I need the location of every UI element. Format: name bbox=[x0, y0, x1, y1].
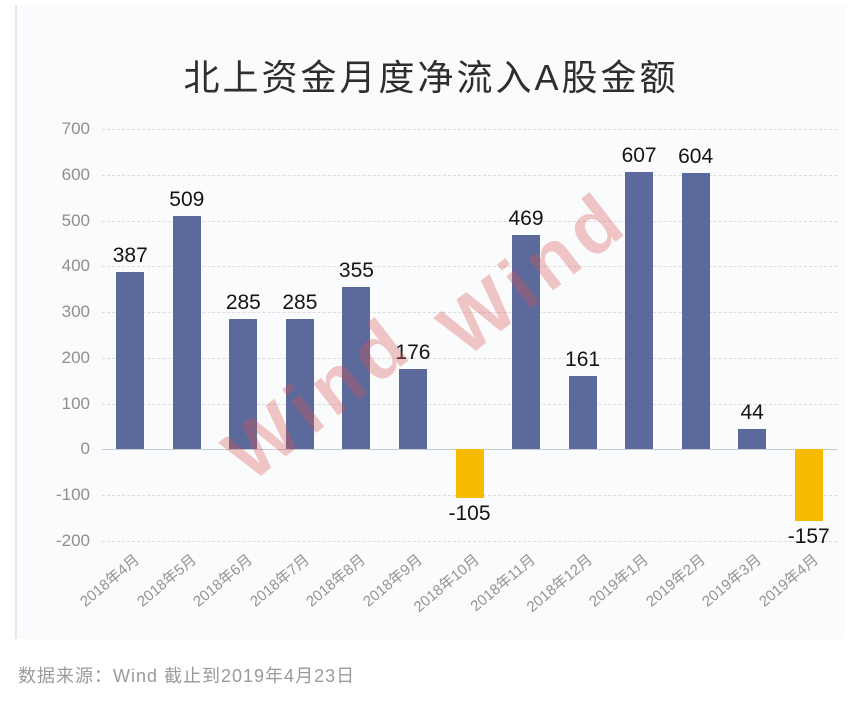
gridline bbox=[102, 357, 837, 359]
bar bbox=[681, 172, 710, 450]
chart-panel: 北上资金月度净流入A股金额 700 600 500 400 300 200 100 0 -100… bbox=[15, 5, 845, 639]
y-tick-label: 600 bbox=[61, 164, 90, 184]
bar bbox=[512, 234, 541, 450]
value-label: 355 bbox=[338, 258, 374, 282]
plot-area: 700 600 500 400 300 200 100 0 -100 -200 387 2018年4月… bbox=[56, 119, 837, 616]
value-label: 285 bbox=[282, 290, 318, 314]
value-label: 509 bbox=[169, 188, 205, 212]
value-label: 176 bbox=[395, 340, 431, 364]
gridline bbox=[102, 312, 837, 314]
gridline bbox=[102, 129, 837, 130]
bar bbox=[568, 375, 597, 450]
y-tick-label: 0 bbox=[80, 439, 90, 459]
bar bbox=[455, 449, 484, 498]
value-label: 604 bbox=[678, 144, 714, 168]
value-label: 469 bbox=[508, 206, 544, 230]
y-tick-label: 400 bbox=[61, 256, 90, 276]
source-note: 数据来源：Wind 截止到2019年4月23日 bbox=[18, 666, 356, 686]
y-tick-label: -100 bbox=[55, 485, 90, 505]
y-tick-label: 500 bbox=[61, 210, 90, 230]
y-tick-label: -200 bbox=[55, 531, 90, 550]
value-label: -105 bbox=[448, 501, 491, 525]
bar bbox=[398, 368, 427, 450]
value-label: 44 bbox=[740, 401, 764, 425]
bar bbox=[738, 429, 767, 450]
gridline bbox=[102, 403, 837, 405]
bar bbox=[285, 318, 314, 450]
y-tick-label: 700 bbox=[61, 119, 90, 138]
bar bbox=[172, 216, 201, 450]
value-label: 285 bbox=[225, 290, 261, 314]
y-tick-label: 100 bbox=[61, 393, 90, 413]
bar bbox=[794, 449, 823, 522]
bar bbox=[229, 318, 258, 450]
y-tick-label: 200 bbox=[61, 347, 90, 367]
gridline bbox=[102, 174, 837, 176]
bar bbox=[116, 272, 145, 450]
gridline bbox=[102, 220, 837, 222]
bar bbox=[342, 286, 371, 450]
value-label: 607 bbox=[621, 143, 657, 167]
y-tick-label: 300 bbox=[61, 302, 90, 322]
value-label: -157 bbox=[787, 525, 830, 549]
bar bbox=[625, 171, 654, 450]
chart-title: 北上资金月度净流入A股金额 bbox=[183, 57, 679, 99]
value-label: 387 bbox=[112, 244, 148, 268]
value-label: 161 bbox=[565, 347, 601, 371]
gridline bbox=[102, 541, 837, 542]
gridline bbox=[102, 266, 837, 268]
